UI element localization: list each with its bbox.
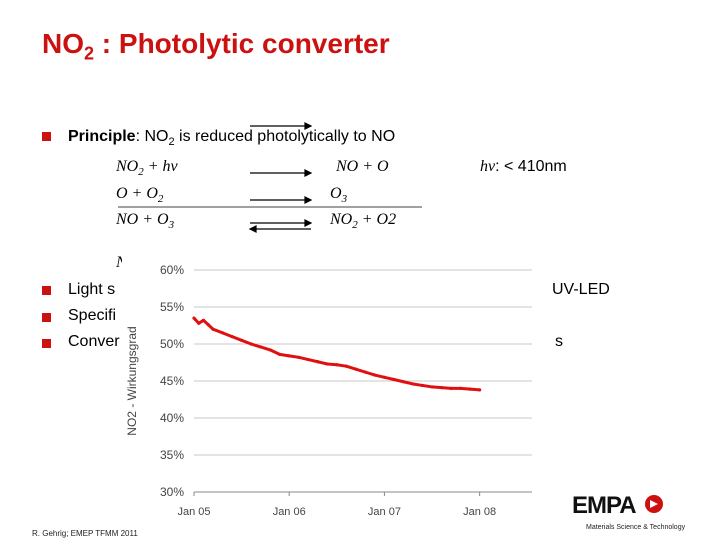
y-tick-label: 35% <box>160 448 184 462</box>
data-point <box>468 387 472 391</box>
data-point <box>297 355 301 359</box>
data-point <box>401 380 406 384</box>
y-tick-label: 45% <box>160 374 184 388</box>
y-tick-label: 40% <box>160 411 184 425</box>
data-point <box>420 383 425 388</box>
footer-citation: R. Gehrig; EMEP TFMM 2011 <box>32 529 138 538</box>
empa-logo-mark-icon <box>645 495 663 513</box>
reaction-2-right: O3 <box>330 185 348 206</box>
data-point <box>240 338 244 342</box>
data-point <box>478 388 482 392</box>
y-tick-label: 55% <box>160 300 184 314</box>
data-point <box>259 345 263 349</box>
bullet-marker <box>42 339 51 348</box>
data-point <box>335 363 339 367</box>
x-tick-label: Jan 08 <box>463 506 496 518</box>
wavelength-note: hv: < 410nm <box>480 158 567 175</box>
data-point <box>354 367 358 371</box>
data-point <box>197 321 201 325</box>
reaction-2-left: O + O2 <box>116 185 164 206</box>
y-axis-label: NO2 - Wirkungsgrad <box>125 326 139 435</box>
empa-tagline: Materials Science & Technology <box>586 524 686 531</box>
series-line <box>192 317 480 392</box>
y-tick-label: 60% <box>160 263 184 277</box>
data-point <box>201 318 206 322</box>
efficiency-chart: 60% 55% 50% 45% 40% 35% 30% Jan 05 Jan 06 Jan 07 J… <box>122 250 552 540</box>
data-point <box>249 342 253 346</box>
data-point <box>220 331 225 335</box>
data-point <box>287 354 291 358</box>
x-tick-label: Jan 07 <box>368 506 401 518</box>
empa-logo: EMPA <box>572 492 637 519</box>
data-point <box>373 373 377 377</box>
y-tick-label: 50% <box>160 337 184 351</box>
data-point <box>363 370 367 374</box>
data-point <box>206 323 210 327</box>
bullet-principle: Principle: NO2 is reduced photolytically… <box>68 128 396 149</box>
data-point <box>306 357 310 362</box>
bullet-marker <box>42 313 51 322</box>
clipped-uvled: UV-LED <box>552 281 610 298</box>
reaction-1-right: NO + O <box>336 158 389 175</box>
data-point <box>268 348 272 352</box>
data-point <box>325 362 329 366</box>
reaction-3-left: NO + O3 <box>116 211 175 232</box>
data-point <box>278 352 282 356</box>
data-point <box>192 316 196 320</box>
data-point <box>439 386 444 390</box>
data-point <box>392 377 396 382</box>
bullet-marker <box>42 132 51 141</box>
title-rule <box>40 84 685 85</box>
data-point <box>382 375 387 379</box>
y-tick-label: 30% <box>160 485 184 499</box>
data-point <box>449 386 453 390</box>
reaction-3-right: NO2 + O2 <box>330 211 397 232</box>
bullet-conversion: Conver <box>68 333 120 350</box>
x-tick-label: Jan 05 <box>177 506 210 518</box>
clipped-fragment: N <box>116 254 127 272</box>
x-tick-label: Jan 06 <box>273 506 306 518</box>
data-point <box>211 327 215 331</box>
bullet-specific: Specifi <box>68 307 117 324</box>
chart-svg: 60% 55% 50% 45% 40% 35% 30% Jan 05 Jan 06 Jan 07 J… <box>125 263 532 518</box>
slide-title: NO2 : Photolytic converter <box>42 28 390 64</box>
data-point <box>411 382 415 386</box>
data-point <box>316 360 320 364</box>
reaction-1-left: NO2 + hv <box>116 158 178 179</box>
data-point <box>344 364 348 368</box>
data-point <box>458 386 463 390</box>
data-point <box>230 335 234 339</box>
clipped-s: s <box>555 333 563 350</box>
data-point <box>430 385 434 389</box>
bullet-light: Light s <box>68 281 116 298</box>
bullet-marker <box>42 286 51 295</box>
